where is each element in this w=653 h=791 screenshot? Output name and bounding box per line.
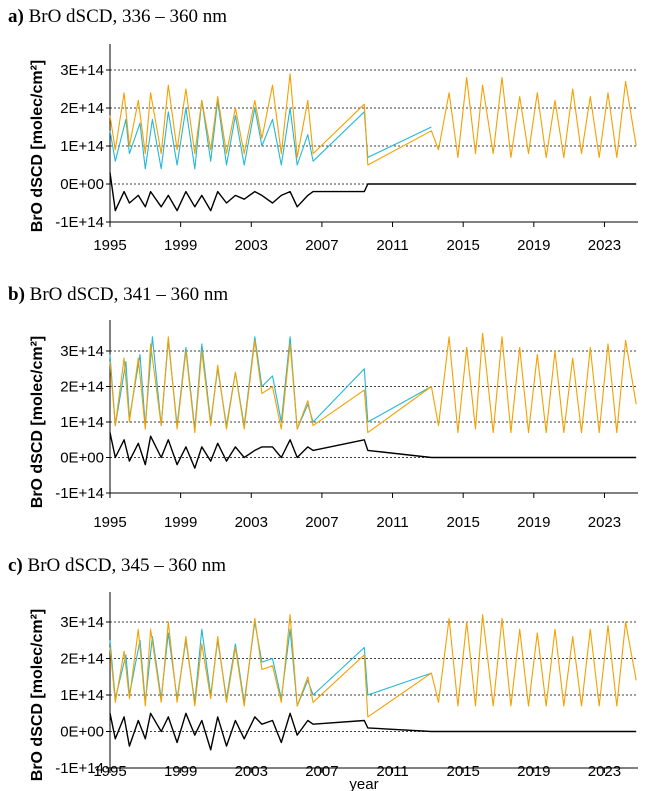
x-tick-label: 2023: [588, 514, 621, 531]
y-tick-label: 0E+00: [60, 450, 104, 467]
series-line-black: [109, 172, 637, 212]
x-tick-label: 2003: [235, 237, 268, 254]
y-tick-label: -1E+14: [55, 485, 104, 502]
y-tick-label: 1E+14: [60, 687, 104, 704]
x-axis-label: year: [349, 776, 378, 791]
panel-b-letter: b): [8, 284, 25, 305]
y-axis-label: BrO dSCD [molec/cm²]: [29, 609, 46, 781]
series-line-orange: [109, 73, 637, 166]
series-line-black: [109, 432, 637, 469]
panel-a-title-text: BrO dSCD, 336 – 360 nm: [28, 6, 228, 27]
x-tick-label: 1995: [93, 763, 126, 780]
series-line-black: [109, 712, 637, 751]
y-tick-label: 2E+14: [60, 100, 104, 117]
y-axis-label: BrO dSCD [molec/cm²]: [29, 336, 46, 508]
x-tick-label: 2003: [235, 763, 268, 780]
x-tick-label: 2015: [446, 763, 479, 780]
panel-b-title-text: BrO dSCD, 341 – 360 nm: [29, 284, 229, 305]
x-tick-label: 1995: [93, 514, 126, 531]
y-tick-label: 3E+14: [60, 62, 104, 79]
y-tick-label: 0E+00: [60, 724, 104, 741]
y-tick-label: 2E+14: [60, 379, 104, 396]
x-tick-label: 1999: [164, 237, 197, 254]
y-tick-label: 2E+14: [60, 651, 104, 668]
x-tick-label: 2007: [305, 237, 338, 254]
y-tick-label: 3E+14: [60, 614, 104, 631]
panel-a-letter: a): [8, 6, 24, 27]
x-tick-label: 2015: [446, 237, 479, 254]
panel-a-title: a) BrO dSCD, 336 – 360 nm: [8, 6, 227, 28]
x-tick-label: 2011: [376, 237, 408, 254]
panel-c-title: c) BrO dSCD, 345 – 360 nm: [8, 555, 226, 577]
panel-c-title-text: BrO dSCD, 345 – 360 nm: [27, 555, 226, 576]
x-tick-label: 2023: [588, 237, 621, 254]
y-tick-label: 1E+14: [60, 138, 104, 155]
x-tick-label: 2011: [376, 763, 408, 780]
panel-c-letter: c): [8, 555, 23, 576]
series-line-orange: [109, 614, 637, 718]
x-tick-label: 2015: [446, 514, 479, 531]
x-tick-label: 2003: [235, 514, 268, 531]
x-tick-label: 2019: [517, 763, 550, 780]
x-tick-label: 2007: [305, 514, 338, 531]
y-tick-label: 3E+14: [60, 343, 104, 360]
y-tick-label: 0E+00: [60, 176, 104, 193]
x-tick-label: 1999: [164, 763, 197, 780]
y-axis-label: BrO dSCD [molec/cm²]: [29, 60, 46, 232]
x-tick-label: 2023: [588, 763, 621, 780]
x-tick-label: 2019: [517, 237, 550, 254]
x-tick-label: 2011: [376, 514, 408, 531]
panel-b-title: b) BrO dSCD, 341 – 360 nm: [8, 284, 228, 306]
series-line-orange: [109, 332, 637, 434]
series-line-cyan: [109, 621, 432, 707]
y-tick-label: -1E+14: [55, 214, 104, 231]
y-tick-label: 1E+14: [60, 414, 104, 431]
x-tick-label: 2007: [305, 763, 338, 780]
x-tick-label: 1999: [164, 514, 197, 531]
x-tick-label: 1995: [93, 237, 126, 254]
x-tick-label: 2019: [517, 514, 550, 531]
y-tick-label: -1E+14: [55, 760, 104, 777]
